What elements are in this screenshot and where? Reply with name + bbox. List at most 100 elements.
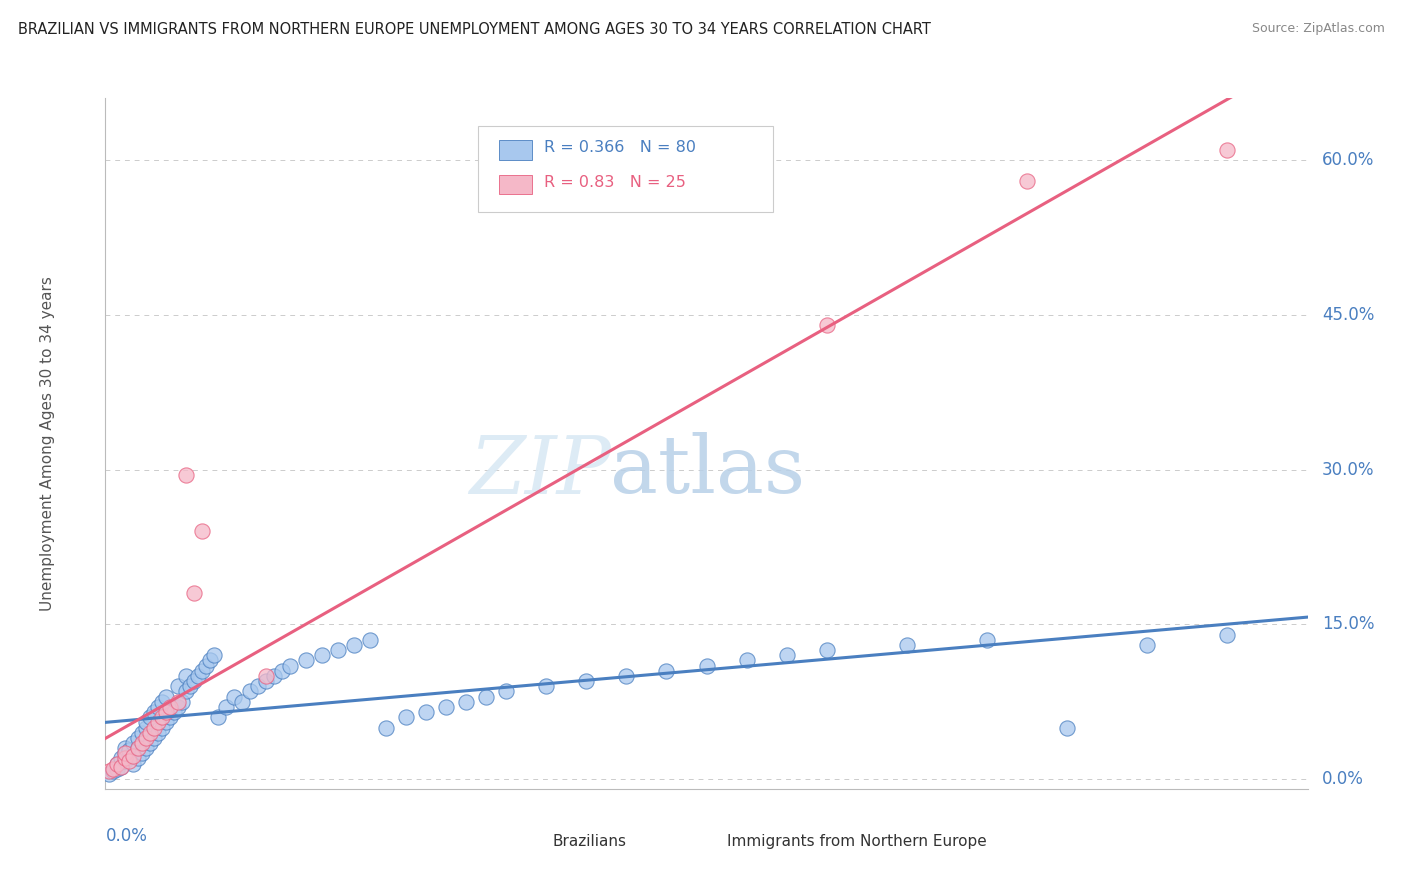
Point	[155, 715, 177, 730]
Point	[1216, 627, 1239, 641]
Point	[1056, 721, 1078, 735]
Point	[246, 679, 269, 693]
Point	[374, 721, 398, 735]
Point	[127, 741, 149, 756]
Point	[98, 764, 121, 778]
Point	[166, 699, 188, 714]
Point	[110, 760, 132, 774]
Text: 30.0%: 30.0%	[1322, 460, 1375, 479]
Point	[166, 695, 188, 709]
Text: R = 0.366   N = 80: R = 0.366 N = 80	[544, 140, 696, 155]
Text: atlas: atlas	[610, 433, 806, 510]
Point	[1017, 174, 1039, 188]
Point	[343, 638, 366, 652]
Point	[150, 710, 173, 724]
Point	[122, 749, 145, 764]
Point	[135, 731, 157, 745]
Point	[190, 664, 212, 678]
Point	[231, 695, 253, 709]
Point	[183, 586, 205, 600]
Point	[174, 684, 197, 698]
Point	[155, 705, 177, 719]
Point	[179, 679, 201, 693]
Point	[103, 762, 125, 776]
Point	[127, 741, 149, 756]
Point	[222, 690, 245, 704]
Point	[138, 736, 160, 750]
Point	[976, 632, 998, 647]
Point	[127, 751, 149, 765]
Point	[114, 754, 136, 768]
Point	[495, 684, 517, 698]
Point	[135, 715, 157, 730]
Point	[254, 669, 277, 683]
Point	[107, 756, 129, 771]
Point	[655, 664, 678, 678]
Point	[295, 653, 318, 667]
Point	[174, 669, 197, 683]
Point	[270, 664, 292, 678]
Point	[311, 648, 333, 663]
Point	[131, 725, 153, 739]
Point	[150, 721, 173, 735]
Point	[107, 762, 129, 776]
Point	[103, 764, 125, 778]
Point	[214, 699, 236, 714]
Point	[146, 699, 169, 714]
Bar	[499, 140, 533, 160]
Point	[98, 767, 121, 781]
Point	[254, 674, 277, 689]
Text: Unemployment Among Ages 30 to 34 years: Unemployment Among Ages 30 to 34 years	[41, 277, 55, 611]
Point	[278, 658, 301, 673]
Point	[114, 747, 136, 761]
Point	[135, 721, 157, 735]
Text: 60.0%: 60.0%	[1322, 151, 1375, 169]
Text: Brazilians: Brazilians	[553, 834, 627, 849]
Point	[114, 751, 136, 765]
Point	[138, 710, 160, 724]
Point	[815, 643, 838, 657]
Point	[122, 756, 145, 771]
Point	[415, 705, 437, 719]
Point	[359, 632, 381, 647]
Point	[166, 679, 188, 693]
Point	[118, 754, 141, 768]
Point	[155, 690, 177, 704]
Point	[575, 674, 598, 689]
Text: ZIP: ZIP	[468, 433, 610, 510]
Text: Source: ZipAtlas.com: Source: ZipAtlas.com	[1251, 22, 1385, 36]
Point	[194, 658, 217, 673]
Point	[183, 674, 205, 689]
Point	[114, 747, 136, 761]
Bar	[515, 834, 541, 849]
Point	[142, 705, 165, 719]
Point	[434, 699, 457, 714]
Text: Immigrants from Northern Europe: Immigrants from Northern Europe	[727, 834, 987, 849]
Point	[146, 725, 169, 739]
Text: BRAZILIAN VS IMMIGRANTS FROM NORTHERN EUROPE UNEMPLOYMENT AMONG AGES 30 TO 34 YE: BRAZILIAN VS IMMIGRANTS FROM NORTHERN EU…	[18, 22, 931, 37]
Point	[135, 741, 157, 756]
Point	[187, 669, 209, 683]
Point	[118, 743, 141, 757]
Point	[239, 684, 262, 698]
Point	[107, 756, 129, 771]
Text: 0.0%: 0.0%	[1322, 770, 1364, 789]
Point	[735, 653, 758, 667]
Point	[190, 524, 212, 539]
Point	[454, 695, 477, 709]
Bar	[499, 175, 533, 194]
Point	[170, 695, 193, 709]
FancyBboxPatch shape	[478, 126, 773, 212]
Point	[127, 731, 149, 745]
Point	[776, 648, 799, 663]
Point	[174, 467, 197, 482]
Point	[896, 638, 918, 652]
Text: R = 0.83   N = 25: R = 0.83 N = 25	[544, 175, 686, 190]
Point	[110, 760, 132, 774]
Point	[198, 653, 221, 667]
Text: 45.0%: 45.0%	[1322, 306, 1375, 324]
Point	[131, 747, 153, 761]
Point	[142, 721, 165, 735]
Point	[475, 690, 498, 704]
Point	[696, 658, 718, 673]
